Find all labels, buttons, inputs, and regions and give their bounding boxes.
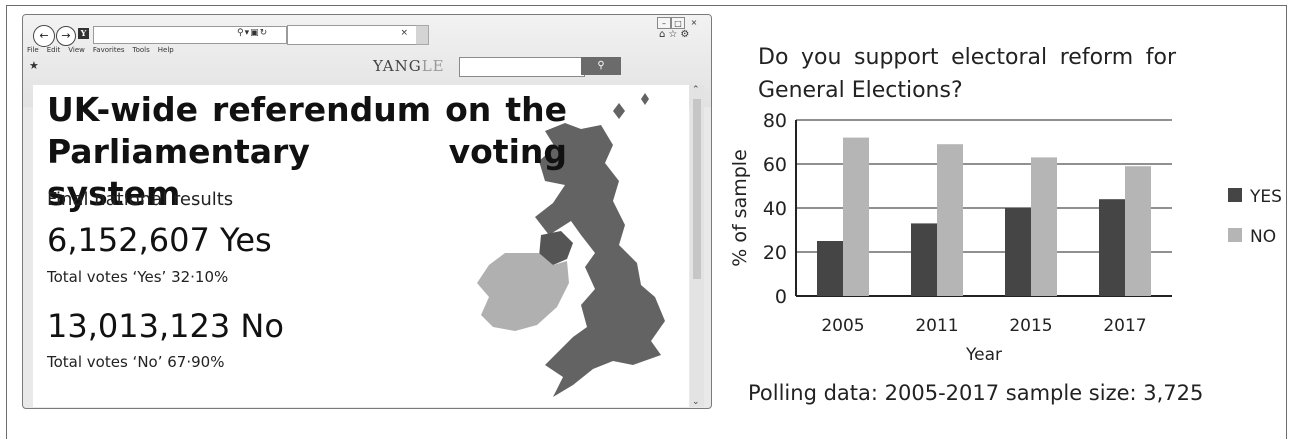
northern-ireland-shape — [539, 231, 573, 265]
figure-frame — [6, 5, 1287, 439]
y-tick-label: 20 — [763, 242, 787, 264]
forward-arrow-icon[interactable]: → — [56, 26, 76, 46]
star-icon[interactable]: ☆ — [668, 29, 681, 40]
menu-view[interactable]: View — [68, 46, 85, 54]
menu-favorites[interactable]: Favorites — [92, 46, 125, 54]
no-vote-share: Total votes ‘No’ 67·90% — [47, 353, 225, 371]
vertical-scrollbar[interactable]: ⌃ ⌄ — [690, 85, 704, 407]
y-tick-label: 0 — [775, 286, 787, 308]
menu-tools[interactable]: Tools — [132, 46, 150, 54]
yes-vote-count: 6,152,607 Yes — [47, 221, 272, 259]
x-axis-label: Year — [965, 345, 1002, 365]
new-tab-button[interactable] — [416, 25, 429, 45]
legend-label-no: NO — [1250, 227, 1276, 247]
magnifier-icon: ⚲ — [597, 60, 605, 71]
legend-label-yes: YES — [1249, 187, 1282, 207]
menu-edit[interactable]: Edit — [46, 46, 61, 54]
scroll-thumb[interactable] — [693, 99, 701, 279]
address-bar-icons[interactable]: ⚲▾▣↻ — [237, 28, 269, 38]
y-tick-label: 60 — [763, 154, 787, 176]
y-axis-label: % of sample — [729, 149, 751, 267]
ireland-shape — [477, 253, 569, 331]
address-bar[interactable] — [93, 26, 287, 44]
minimize-icon[interactable]: – — [657, 17, 671, 29]
scroll-up-icon[interactable]: ⌃ — [692, 85, 700, 95]
search-engine-logo: YANGLE — [373, 57, 445, 75]
uk-ireland-map — [477, 93, 665, 397]
x-tick-label: 2011 — [915, 316, 958, 336]
bar-no-2005 — [843, 137, 869, 296]
gear-icon[interactable]: ⚙ — [680, 29, 693, 40]
legend-swatch-no — [1228, 228, 1242, 242]
bar-chart: 0 20 40 60 80 2005 2011 2015 2017 Year % of sample… — [729, 110, 1282, 365]
menu-bar: File Edit View Favorites Tools Help — [27, 46, 182, 54]
toolbar-icons[interactable]: ⌂☆⚙ — [659, 29, 692, 40]
yes-vote-share: Total votes ‘Yes’ 32·10% — [47, 268, 229, 286]
close-icon[interactable]: × — [690, 18, 698, 27]
maximize-icon[interactable]: □ — [671, 17, 685, 29]
legend-swatch-yes — [1228, 188, 1242, 202]
x-tick-label: 2005 — [821, 316, 864, 336]
page-viewport: UK-wide referendum on the Parliamentary … — [33, 85, 689, 407]
no-vote-count: 13,013,123 No — [47, 307, 284, 345]
browser-window: ← → Y ⚲▾▣↻ × – □ × ⌂☆⚙ File Edit View Favor… — [22, 14, 712, 409]
chart-title: Do you support electoral reform for Gene… — [758, 45, 1176, 103]
bar-yes-2015 — [1005, 208, 1031, 296]
x-tick-label: 2015 — [1009, 316, 1052, 336]
bar-no-2011 — [937, 144, 963, 296]
search-input[interactable] — [459, 57, 585, 77]
page-headline: UK-wide referendum on the Parliamentary … — [47, 90, 567, 213]
logo-main: YANG — [373, 57, 422, 75]
back-arrow-icon[interactable]: ← — [33, 25, 55, 47]
great-britain-shape — [535, 93, 665, 397]
bar-yes-2017 — [1099, 199, 1125, 296]
browser-tab[interactable]: × — [287, 25, 417, 45]
site-favicon-icon: Y — [78, 28, 89, 39]
chart-caption: Polling data: 2005-2017 sample size: 3,7… — [748, 381, 1204, 405]
scroll-down-icon[interactable]: ⌄ — [692, 397, 700, 407]
search-button[interactable]: ⚲ — [581, 57, 621, 75]
results-subheading: Final national results — [47, 189, 234, 210]
bar-yes-2011 — [911, 223, 937, 296]
y-tick-label: 40 — [763, 198, 787, 220]
bar-no-2017 — [1125, 166, 1151, 296]
menu-help[interactable]: Help — [157, 46, 174, 54]
favorites-star-icon[interactable]: ★ — [29, 59, 39, 72]
menu-file[interactable]: File — [27, 46, 39, 54]
home-icon[interactable]: ⌂ — [659, 29, 669, 40]
bar-no-2015 — [1031, 157, 1057, 296]
bar-yes-2005 — [817, 241, 843, 296]
x-tick-label: 2017 — [1103, 316, 1146, 336]
y-tick-label: 80 — [763, 110, 787, 132]
tab-close-icon[interactable]: × — [400, 28, 408, 38]
logo-faded: LE — [421, 57, 445, 75]
